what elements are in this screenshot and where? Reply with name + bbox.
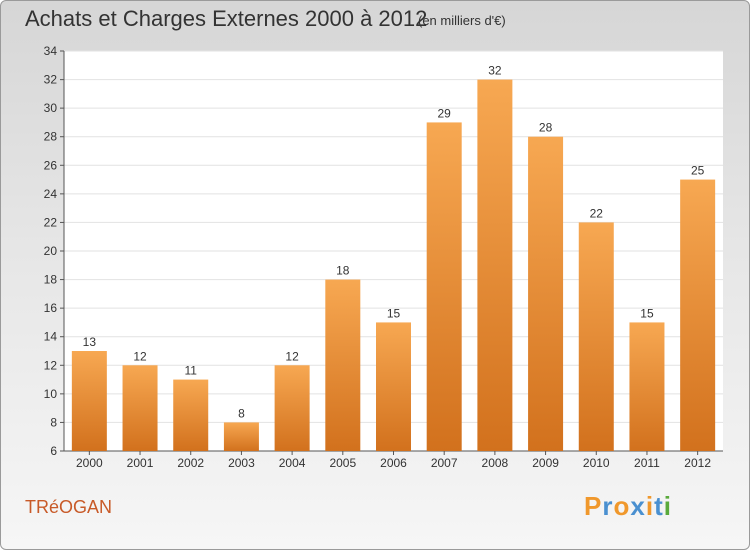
- y-tick-label: 10: [44, 387, 58, 401]
- x-tick-label: 2011: [634, 456, 660, 470]
- x-tick-label: 2012: [684, 456, 711, 470]
- proxiti-logo: Proxiti: [584, 491, 672, 522]
- data-label: 29: [438, 106, 452, 120]
- bar-2008: [477, 79, 513, 452]
- y-tick-label: 30: [44, 101, 58, 115]
- y-tick-label: 28: [44, 130, 58, 144]
- bar-2004: [274, 365, 310, 451]
- logo-letter: t: [654, 491, 664, 521]
- y-tick-label: 20: [44, 244, 58, 258]
- data-label: 8: [238, 406, 245, 420]
- x-tick-label: 2010: [583, 456, 610, 470]
- x-tick-label: 2003: [228, 456, 255, 470]
- chart-title: Achats et Charges Externes 2000 à 2012: [25, 6, 428, 31]
- bar-2001: [122, 365, 158, 451]
- bar-2002: [173, 379, 209, 451]
- data-label: 28: [539, 121, 553, 135]
- x-tick-label: 2006: [380, 456, 407, 470]
- x-tick-label: 2004: [279, 456, 306, 470]
- logo-letter: i: [645, 491, 655, 521]
- bar-2011: [629, 322, 665, 451]
- x-tick-label: 2000: [76, 456, 103, 470]
- y-tick-label: 34: [44, 44, 58, 58]
- chart-unit: (en milliers d'€): [418, 13, 506, 28]
- data-label: 25: [691, 164, 705, 178]
- y-tick-label: 32: [44, 73, 58, 87]
- logo-text: Proxiti: [584, 491, 672, 521]
- x-tick-label: 2008: [482, 456, 509, 470]
- bar-2009: [528, 136, 564, 451]
- logo-letter: o: [613, 491, 631, 521]
- logo-letter: x: [630, 491, 646, 521]
- x-tick-label: 2001: [127, 456, 154, 470]
- bar-2006: [376, 322, 411, 451]
- x-tick-label: 2005: [329, 456, 356, 470]
- y-tick-label: 22: [44, 215, 58, 229]
- x-tick-label: 2007: [431, 456, 458, 470]
- x-tick-label: 2002: [177, 456, 204, 470]
- bar-2003: [223, 422, 259, 451]
- data-label: 11: [184, 364, 197, 378]
- y-tick-label: 16: [44, 301, 58, 315]
- data-label: 12: [285, 349, 299, 363]
- y-tick-label: 14: [44, 330, 58, 344]
- x-tick-label: 2009: [532, 456, 559, 470]
- data-label: 12: [133, 349, 147, 363]
- data-label: 32: [488, 64, 502, 78]
- data-label: 22: [590, 206, 604, 220]
- data-label: 18: [336, 264, 350, 278]
- data-label: 15: [387, 306, 401, 320]
- y-tick-label: 24: [44, 187, 58, 201]
- bar-2000: [71, 351, 107, 451]
- logo-letter: r: [602, 491, 614, 521]
- y-tick-label: 8: [50, 415, 57, 429]
- y-tick-label: 6: [50, 444, 57, 458]
- data-label: 13: [83, 335, 97, 349]
- bar-2005: [325, 279, 361, 451]
- bar-2012: [680, 179, 716, 452]
- y-tick-label: 26: [44, 158, 58, 172]
- bar-2007: [426, 122, 462, 451]
- data-label: 15: [640, 306, 654, 320]
- y-tick-label: 18: [44, 273, 58, 287]
- y-tick-label: 12: [44, 358, 58, 372]
- commune-name: TRéOGAN: [25, 497, 113, 517]
- logo-letter: i: [663, 491, 672, 521]
- logo-letter: P: [584, 491, 603, 521]
- bar-2010: [578, 222, 614, 451]
